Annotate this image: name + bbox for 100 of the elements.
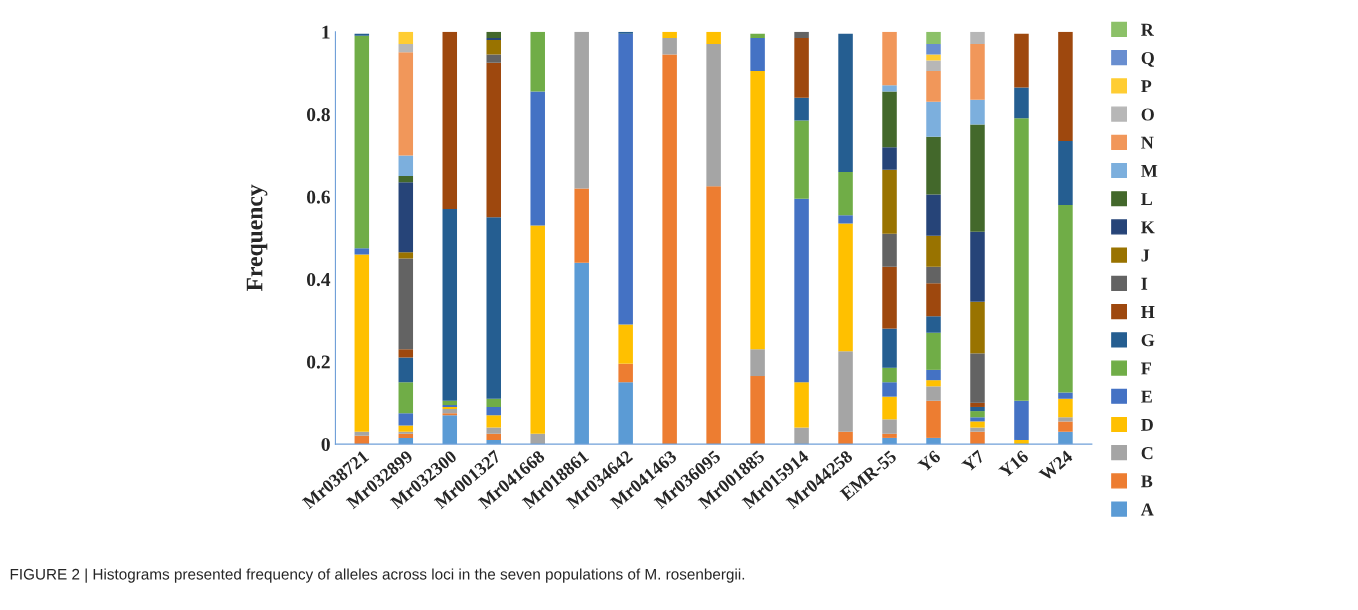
bar [882, 382, 897, 397]
bar [662, 54, 677, 445]
bar [662, 37, 677, 55]
bar [794, 427, 809, 445]
bar [706, 186, 721, 445]
bar [354, 248, 370, 255]
legend-label: Q [1141, 51, 1154, 67]
bar [486, 433, 501, 440]
x-tick-label: Y6 [917, 449, 942, 473]
bar [794, 31, 809, 38]
legend-label: M [1141, 164, 1158, 177]
bar [794, 37, 809, 98]
caption: FIGURE 2 | Histograms presented frequency of alleles across loci in the seven populations of M. rosenbergii. [10, 568, 745, 583]
legend-label: I [1141, 277, 1148, 290]
y-tick-label: 0.8 [307, 108, 330, 122]
legend-label: D [1141, 418, 1153, 431]
bar [970, 427, 985, 432]
legend-label: N [1141, 136, 1154, 149]
bar [442, 413, 458, 416]
bar [926, 235, 941, 267]
bar [1058, 392, 1073, 399]
bar [750, 70, 765, 350]
legend-label: B [1141, 475, 1153, 488]
bar [1058, 417, 1073, 422]
x-tick-label: Y7 [961, 449, 986, 473]
bar [970, 406, 985, 412]
bar [398, 155, 414, 177]
bar [398, 182, 414, 253]
legend-label: J [1141, 249, 1150, 262]
bar [486, 62, 501, 218]
bar [794, 382, 809, 428]
bar [442, 415, 458, 445]
bar [882, 85, 897, 92]
bar [926, 332, 941, 370]
bar [398, 52, 414, 156]
bar [750, 33, 765, 38]
bar [574, 262, 589, 445]
bar [354, 35, 370, 249]
bar [398, 176, 414, 183]
legend-label: E [1141, 390, 1152, 403]
bar [882, 367, 897, 383]
bar [486, 415, 501, 428]
bar [750, 376, 765, 445]
bar [486, 39, 501, 55]
y-tick-label: 1 [322, 25, 330, 39]
bar [574, 31, 589, 189]
bar [970, 231, 985, 302]
legend-label: O [1141, 108, 1154, 121]
bar [970, 31, 985, 45]
bar [838, 33, 853, 172]
legend-label: C [1141, 447, 1153, 460]
bar [970, 44, 985, 100]
legend-label: K [1141, 221, 1155, 234]
bar [486, 217, 501, 399]
bar [1014, 118, 1029, 401]
bar [926, 54, 941, 61]
legend-label: H [1141, 306, 1155, 318]
bar [442, 31, 458, 210]
bar [926, 60, 941, 71]
bar [354, 431, 370, 436]
bar [882, 31, 897, 86]
bar [1014, 87, 1029, 119]
bar [398, 431, 414, 434]
legend-label: L [1141, 193, 1153, 206]
legend-label: F [1141, 362, 1151, 375]
bar [970, 301, 985, 354]
bar [398, 252, 414, 259]
bar [706, 31, 721, 45]
bar [1014, 33, 1029, 88]
bar [354, 33, 370, 36]
bar [442, 400, 458, 405]
bar [926, 386, 941, 401]
bar [926, 31, 941, 45]
bar [398, 44, 414, 53]
bar [926, 380, 941, 387]
x-tick-label: Y16 [998, 449, 1030, 479]
legend-label: R [1141, 23, 1154, 36]
bar [398, 357, 414, 383]
bar [926, 44, 941, 55]
x-tick-label: W24 [1038, 449, 1074, 482]
bar [794, 120, 809, 199]
bar [882, 328, 897, 368]
bar [926, 400, 941, 438]
bar [882, 169, 897, 234]
bar [970, 421, 985, 428]
bar [398, 31, 414, 45]
bar [970, 431, 985, 445]
bar [486, 31, 501, 38]
bar [926, 136, 941, 195]
bar [354, 254, 370, 432]
bar [926, 266, 941, 284]
bar [926, 283, 941, 317]
bar [618, 31, 633, 34]
bar [750, 37, 765, 71]
bar [618, 324, 633, 364]
legend-label: P [1141, 80, 1152, 93]
bar [398, 349, 414, 358]
bar [882, 233, 897, 267]
bar [970, 99, 985, 125]
bar [970, 402, 985, 407]
